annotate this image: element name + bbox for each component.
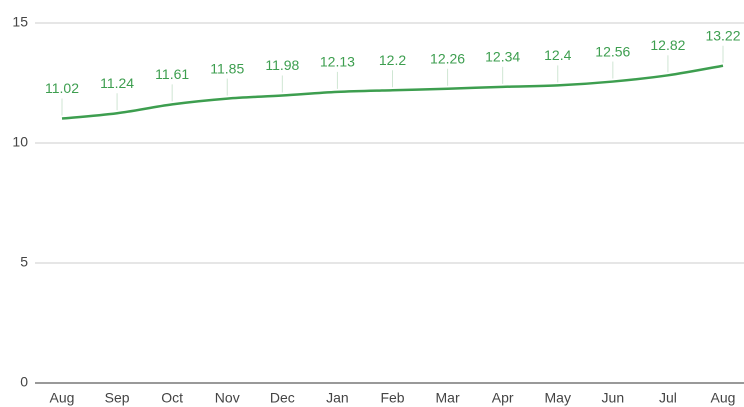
- x-tick-label: Sep: [105, 390, 130, 406]
- data-label: 11.85: [210, 60, 244, 76]
- data-label: 12.26: [430, 50, 465, 66]
- data-label: 11.98: [265, 57, 299, 73]
- data-label: 12.13: [320, 54, 355, 70]
- series-line: [61, 64, 724, 120]
- data-label: 11.24: [100, 75, 134, 91]
- data-label: 13.22: [705, 27, 740, 43]
- x-tick-label: Jul: [659, 390, 677, 406]
- x-tick-label: Mar: [436, 390, 460, 406]
- data-label: 11.02: [45, 80, 79, 96]
- x-tick-label: Apr: [492, 390, 514, 406]
- y-tick-label: 15: [12, 14, 28, 30]
- y-tick-label: 5: [20, 254, 28, 270]
- data-label: 12.56: [595, 43, 630, 59]
- data-label: 12.34: [485, 49, 520, 65]
- data-label: 11.61: [155, 66, 189, 82]
- data-label: 12.2: [379, 52, 406, 68]
- x-tick-label: Feb: [380, 390, 404, 406]
- data-label: 12.82: [650, 37, 685, 53]
- x-tick-label: Nov: [215, 390, 240, 406]
- x-tick-label: Jun: [602, 390, 625, 406]
- x-tick-label: Jan: [326, 390, 349, 406]
- x-tick-label: Dec: [270, 390, 295, 406]
- data-label: 12.4: [544, 47, 571, 63]
- x-tick-label: May: [545, 390, 571, 406]
- x-tick-label: Aug: [711, 390, 736, 406]
- x-tick-label: Oct: [161, 390, 183, 406]
- y-tick-label: 0: [20, 374, 28, 390]
- x-tick-label: Aug: [50, 390, 75, 406]
- y-tick-label: 10: [12, 134, 28, 150]
